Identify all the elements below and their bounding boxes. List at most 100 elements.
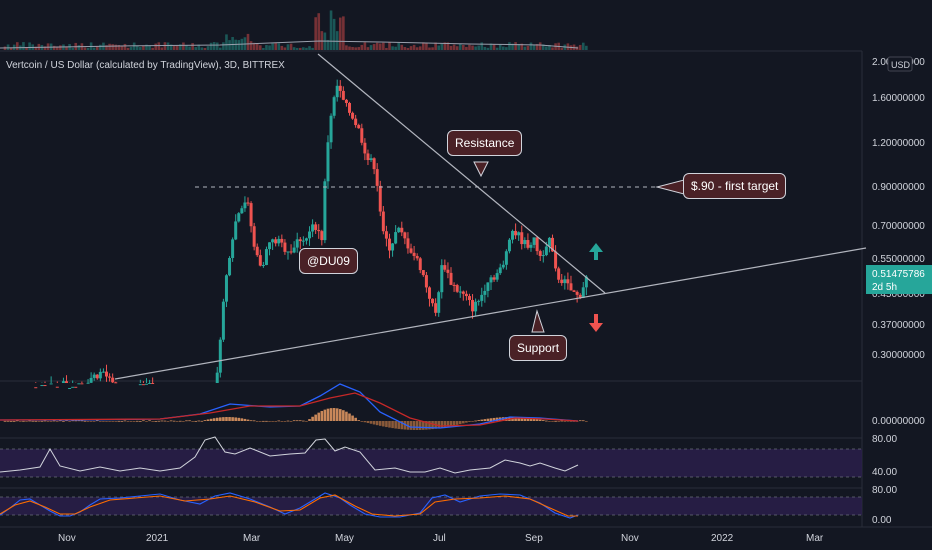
macd-histogram-bar: [477, 420, 480, 421]
volume-bar: [249, 41, 253, 50]
volume-bar: [529, 42, 533, 50]
candle-body: [403, 232, 407, 239]
candle-body: [434, 303, 438, 313]
macd-histogram-bar: [388, 421, 391, 428]
volume-bar: [286, 44, 290, 50]
macd-histogram-bar: [191, 421, 194, 422]
volume-bar: [354, 47, 357, 50]
macd-histogram-bar: [541, 420, 545, 421]
macd-histogram-bar: [255, 421, 259, 422]
candle-body: [363, 142, 367, 154]
candle-body: [289, 251, 293, 253]
candle-body: [108, 376, 112, 378]
macd-histogram-bar: [114, 421, 118, 422]
resistance-trendline[interactable]: [317, 53, 606, 294]
volume-bar: [194, 47, 198, 50]
macd-histogram-bar: [185, 420, 188, 422]
price-tick: 0.30000000: [872, 350, 925, 361]
resistance-label[interactable]: Resistance: [447, 130, 523, 156]
macd-histogram-bar: [99, 421, 102, 422]
candle-body: [89, 377, 93, 383]
macd-histogram-bar: [569, 421, 573, 422]
volume-bar: [148, 45, 151, 50]
macd-histogram-bar: [215, 417, 219, 421]
volume-bar: [326, 39, 330, 50]
volume-bar: [489, 43, 493, 50]
support-label[interactable]: Support: [509, 335, 568, 361]
candle-body: [578, 294, 582, 298]
macd-histogram-bar: [280, 421, 284, 422]
macd-histogram-bar: [231, 417, 234, 421]
candle-body: [520, 232, 524, 245]
currency-label: USD: [891, 60, 911, 70]
macd-histogram-bar: [203, 420, 207, 421]
macd-histogram-bar: [357, 420, 361, 421]
arrow-down-icon: [589, 314, 603, 332]
macd-histogram-bar: [578, 420, 582, 422]
candle-body: [449, 272, 453, 285]
target-label[interactable]: $.90 - first target: [683, 173, 787, 199]
price-tick: 1.20000000: [872, 138, 925, 149]
candle-body: [74, 386, 78, 388]
volume-bar: [83, 47, 87, 50]
volume-bar: [508, 42, 511, 50]
volume-bar: [262, 47, 265, 50]
macd-histogram-bar: [55, 421, 59, 422]
author-label[interactable]: @DU09: [299, 248, 358, 274]
volume-bar: [277, 43, 281, 50]
macd-histogram-bar: [182, 421, 185, 422]
candle-body: [547, 237, 551, 247]
candle-body: [261, 264, 265, 266]
volume-bar: [425, 42, 428, 50]
volume-bar: [154, 43, 158, 50]
price-axis[interactable]: 2.00000000 1.60000000 1.20000000 0.90000…: [872, 57, 925, 526]
volume-bar: [505, 47, 508, 50]
macd-histogram-bar: [517, 417, 520, 421]
volume-bar: [428, 47, 431, 50]
macd-histogram-bar: [492, 417, 496, 421]
macd-histogram-bar: [169, 420, 173, 422]
candle-body: [252, 226, 256, 247]
candle-body: [535, 237, 539, 252]
support-trendline[interactable]: [114, 247, 867, 380]
rsi-band: [0, 449, 862, 477]
volume-bar: [474, 46, 477, 50]
volume-bar: [197, 44, 201, 50]
candle-body: [301, 240, 305, 242]
macd-histogram-bar: [277, 420, 281, 422]
candle-body: [563, 279, 567, 284]
macd-histogram-bar: [83, 420, 87, 422]
volume-bar: [139, 47, 142, 50]
volume-bar: [406, 47, 410, 50]
macd-histogram-bar: [92, 421, 96, 422]
volume-bar: [9, 47, 13, 50]
candle-body: [65, 381, 69, 383]
macd-histogram-bar: [148, 420, 151, 422]
candle-body: [246, 202, 250, 204]
price-tick: 0.37000000: [872, 320, 925, 331]
macd-histogram-bar: [268, 421, 271, 422]
macd-histogram-bar: [129, 421, 133, 422]
candle-body: [348, 102, 352, 113]
macd-histogram-bar: [440, 421, 444, 428]
volume-bar: [440, 43, 444, 50]
volume-bar: [560, 47, 564, 50]
candle-body: [86, 382, 90, 384]
candle-body: [572, 290, 576, 292]
macd-histogram-bar: [151, 421, 154, 422]
macd-histogram-bar: [3, 420, 7, 422]
volume-bar: [480, 42, 484, 50]
macd-histogram-bar: [446, 421, 450, 427]
macd-histogram-bar: [274, 421, 277, 422]
volume-bar: [532, 44, 536, 50]
volume-bar: [280, 45, 284, 50]
candle-body: [80, 383, 84, 385]
time-label: May: [335, 533, 354, 544]
candle-body: [243, 202, 247, 209]
candle-body: [323, 181, 327, 241]
currency-badge[interactable]: [887, 56, 913, 72]
candle-body: [101, 371, 105, 373]
macd-histogram-bar: [514, 417, 517, 421]
time-axis[interactable]: Nov 2021 Mar May Jul Sep Nov 2022 Mar: [58, 533, 824, 544]
